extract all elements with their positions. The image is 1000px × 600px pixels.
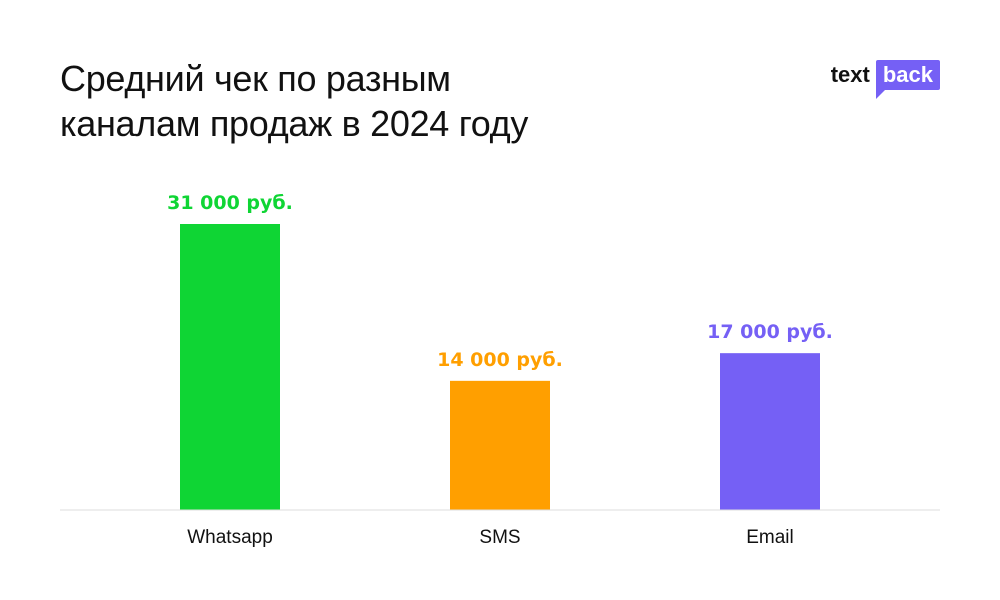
textback-logo: text back: [831, 60, 940, 100]
data-label-sms: 14 000 руб.: [437, 349, 563, 371]
category-label-whatsapp: Whatsapp: [187, 527, 273, 548]
chart-title-line-2: каналам продаж в 2024 году: [60, 103, 529, 144]
chart-title-line-1: Средний чек по разным: [60, 58, 451, 99]
chart-title: Средний чек по разным каналам продаж в 2…: [60, 56, 680, 146]
bar-sms: [450, 380, 550, 510]
category-label-sms: SMS: [479, 527, 520, 548]
bars-layer: [180, 224, 820, 510]
data-label-whatsapp: 31 000 руб.: [167, 192, 293, 214]
logo-text: text: [830, 62, 870, 87]
logo-bubble: back: [875, 60, 940, 99]
category-label-email: Email: [746, 527, 794, 548]
bar-email: [720, 353, 820, 510]
bar-whatsapp: [180, 224, 280, 510]
labels-layer: 31 000 руб. Whatsapp 14 000 руб. SMS 17 000 …: [167, 192, 833, 548]
data-label-email: 17 000 руб.: [707, 321, 833, 343]
